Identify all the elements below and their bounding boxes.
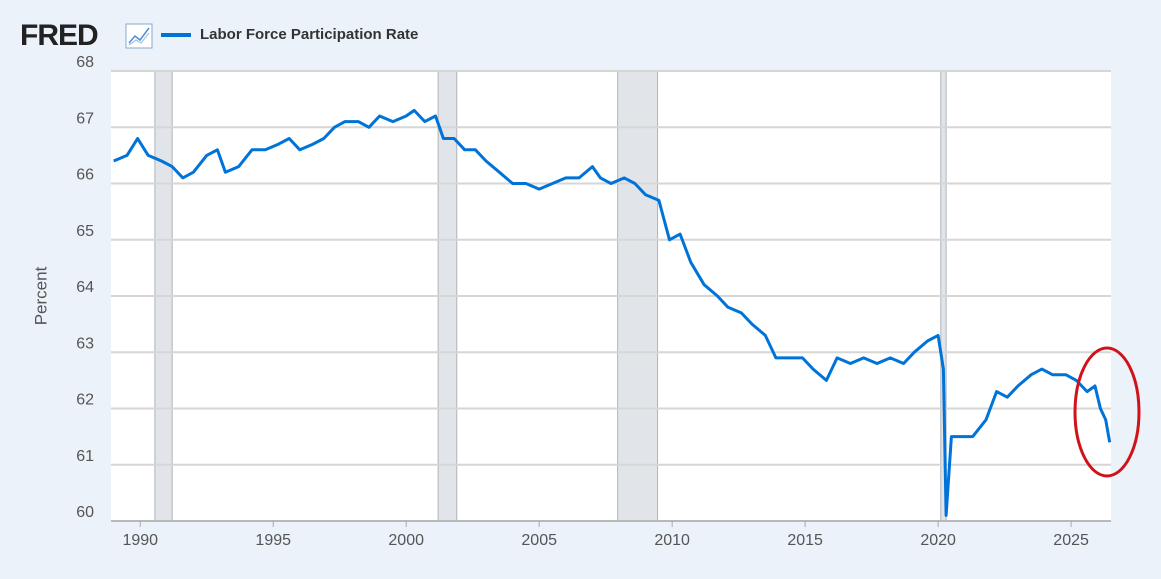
- x-tick-label: 2000: [388, 532, 424, 549]
- y-tick-label: 66: [76, 167, 94, 184]
- y-axis-label: Percent: [31, 266, 50, 325]
- x-tick-label: 1995: [255, 532, 291, 549]
- y-tick-label: 62: [76, 392, 94, 409]
- y-tick-label: 60: [76, 504, 94, 521]
- y-tick-label: 68: [76, 54, 94, 71]
- data-line: [113, 108, 1112, 517]
- x-tick-label: 2010: [654, 532, 690, 549]
- y-tick-label: 61: [76, 448, 94, 465]
- legend-label: Labor Force Participation Rate: [200, 26, 418, 43]
- x-tick-label: 2005: [521, 532, 557, 549]
- y-tick-label: 64: [76, 279, 94, 296]
- x-tick-label: 2020: [920, 532, 956, 549]
- x-tick-label: 2025: [1053, 532, 1089, 549]
- y-tick-label: 63: [76, 335, 94, 352]
- highlight-circle: [1073, 346, 1141, 478]
- y-tick-label: 65: [76, 223, 94, 240]
- y-tick-label: 67: [76, 110, 94, 127]
- x-tick-label: 1990: [122, 532, 158, 549]
- brand-logo: FRED: [20, 19, 98, 52]
- logo-icon: [125, 23, 153, 49]
- x-tick-label: 2015: [787, 532, 823, 549]
